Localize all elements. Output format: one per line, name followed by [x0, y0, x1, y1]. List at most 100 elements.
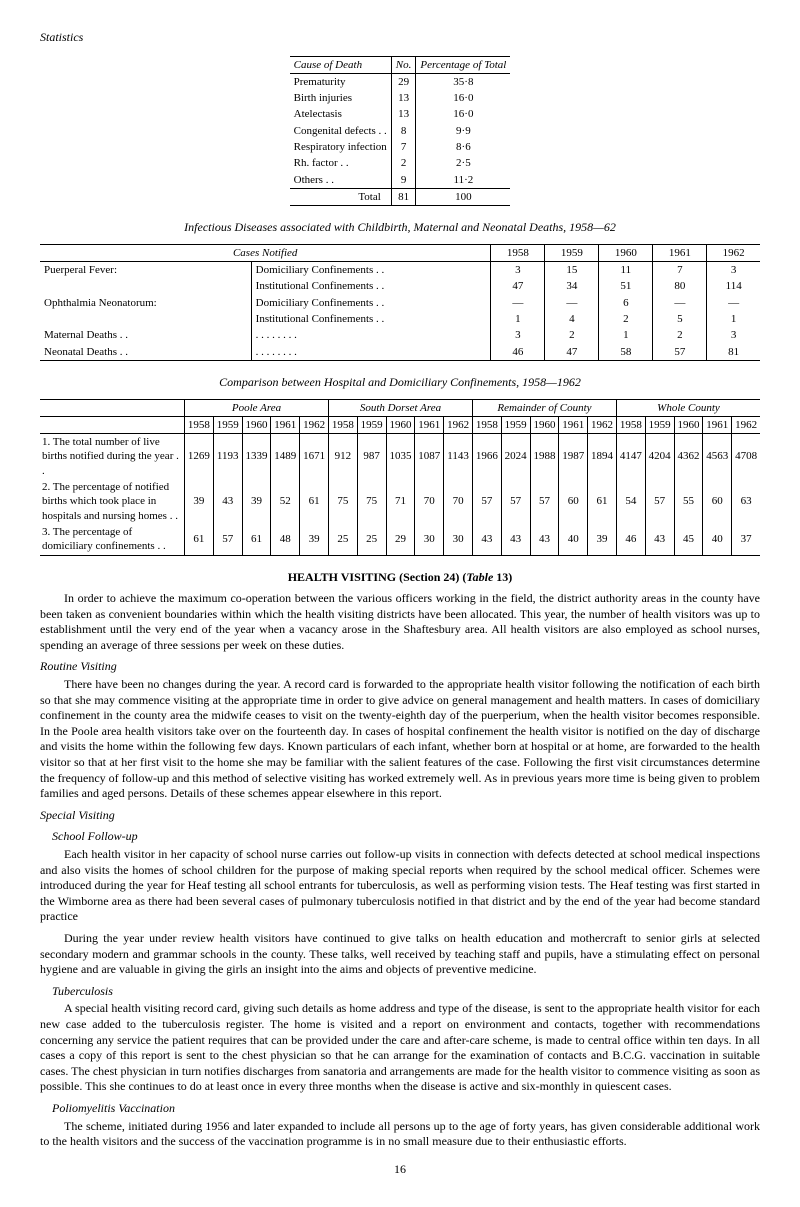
table-cell: 58 [599, 344, 653, 361]
table-cell: 40 [559, 524, 588, 555]
table-cell: 1961 [271, 416, 300, 433]
table-cell: 30 [444, 524, 473, 555]
table-cell: Institutional Confinements . . [251, 311, 491, 327]
table-cell: 25 [328, 524, 357, 555]
table-cell: 3 [707, 262, 760, 279]
t3-g0: Poole Area [185, 399, 329, 416]
table-cell: 5 [653, 311, 707, 327]
para2: There have been no changes during the ye… [40, 677, 760, 802]
table-cell: 61 [300, 479, 329, 524]
table-cell: 13 [391, 106, 416, 122]
comparison-table: Poole Area South Dorset Area Remainder o… [40, 399, 760, 556]
table-cell: 48 [271, 524, 300, 555]
cause-of-death-table: Cause of Death No. Percentage of Total P… [290, 56, 511, 207]
table-cell: 3 [707, 327, 760, 343]
t1-h2: No. [391, 56, 416, 73]
table-cell: Ophthalmia Neonatorum: [40, 295, 251, 311]
table-cell: 57 [213, 524, 242, 555]
table-cell: 1966 [472, 434, 501, 479]
table-cell: 1035 [386, 434, 415, 479]
table-cell: 57 [653, 344, 707, 361]
table-cell: Domiciliary Confinements . . [251, 295, 491, 311]
table-cell: 81 [707, 344, 760, 361]
table-cell: 2. The percentage of notified births whi… [40, 479, 185, 524]
page-number: 16 [40, 1162, 760, 1178]
table-cell [40, 278, 251, 294]
table-cell: 37 [732, 524, 760, 555]
table-cell: 1 [707, 311, 760, 327]
table-cell: 1 [491, 311, 545, 327]
table-cell: 57 [530, 479, 559, 524]
table-cell: 43 [530, 524, 559, 555]
table-cell: 1959 [645, 416, 674, 433]
table-cell: 39 [588, 524, 617, 555]
table-cell: 43 [501, 524, 530, 555]
table-cell: 1959 [357, 416, 386, 433]
table-cell: 15 [545, 262, 599, 279]
table-cell: 54 [616, 479, 645, 524]
table-cell: 60 [703, 479, 732, 524]
table-cell: 1143 [444, 434, 473, 479]
table-cell: 1958 [185, 416, 214, 433]
table-cell: 39 [242, 479, 271, 524]
table-cell: 7 [653, 262, 707, 279]
table-cell: 11·2 [416, 172, 510, 189]
table-cell: Maternal Deaths . . [40, 327, 251, 343]
table-cell: 52 [271, 479, 300, 524]
table-cell: 1959 [213, 416, 242, 433]
table-cell: 55 [674, 479, 703, 524]
table-cell: 30 [415, 524, 444, 555]
table-cell: 61 [185, 524, 214, 555]
table-cell: 75 [328, 479, 357, 524]
sub-school: School Follow-up [40, 829, 760, 845]
table-cell: 2 [391, 155, 416, 171]
table-cell: 1960 [386, 416, 415, 433]
section-heading: HEALTH VISITING (Section 24) (Table 13) [40, 570, 760, 586]
table-cell: 61 [588, 479, 617, 524]
t2-y3: 1961 [653, 244, 707, 261]
table-cell: 60 [559, 479, 588, 524]
para5: A special health visiting record card, g… [40, 1001, 760, 1095]
table-cell: 4147 [616, 434, 645, 479]
table-cell: Respiratory infection [290, 139, 392, 155]
t1-total-no: 81 [391, 188, 416, 205]
para1: In order to achieve the maximum co-opera… [40, 591, 760, 653]
t3-blank [40, 399, 185, 416]
table-cell: 3 [491, 327, 545, 343]
t2-y2: 1960 [599, 244, 653, 261]
table-cell: 35·8 [416, 73, 510, 90]
table-cell: 6 [599, 295, 653, 311]
table-cell: 57 [472, 479, 501, 524]
table-cell: Institutional Confinements . . [251, 278, 491, 294]
table-cell: 2 [653, 327, 707, 343]
table-cell: Others . . [290, 172, 392, 189]
table-cell: 1961 [415, 416, 444, 433]
table-cell: 43 [213, 479, 242, 524]
table-cell: 1961 [703, 416, 732, 433]
table-cell: 43 [472, 524, 501, 555]
table-cell: 71 [386, 479, 415, 524]
table-cell: Congenital defects . . [290, 123, 392, 139]
sub-routine: Routine Visiting [40, 659, 760, 675]
table-cell: 4708 [732, 434, 760, 479]
table-cell: 29 [386, 524, 415, 555]
table-cell: 29 [391, 73, 416, 90]
table-cell: 1269 [185, 434, 214, 479]
table-cell: 1961 [559, 416, 588, 433]
table-cell: — [707, 295, 760, 311]
table-cell: Puerperal Fever: [40, 262, 251, 279]
table-cell: 1958 [616, 416, 645, 433]
t1-total-pct: 100 [416, 188, 510, 205]
table-cell: Atelectasis [290, 106, 392, 122]
t2-y0: 1958 [491, 244, 545, 261]
table-cell: . . . . . . . . [251, 344, 491, 361]
table-cell: 114 [707, 278, 760, 294]
table-cell: 61 [242, 524, 271, 555]
table-cell: 70 [444, 479, 473, 524]
table-cell: — [491, 295, 545, 311]
table-cell: 1960 [242, 416, 271, 433]
sub-special: Special Visiting [40, 808, 760, 824]
table-cell: 16·0 [416, 90, 510, 106]
table-cell: Neonatal Deaths . . [40, 344, 251, 361]
para6: The scheme, initiated during 1956 and la… [40, 1119, 760, 1150]
